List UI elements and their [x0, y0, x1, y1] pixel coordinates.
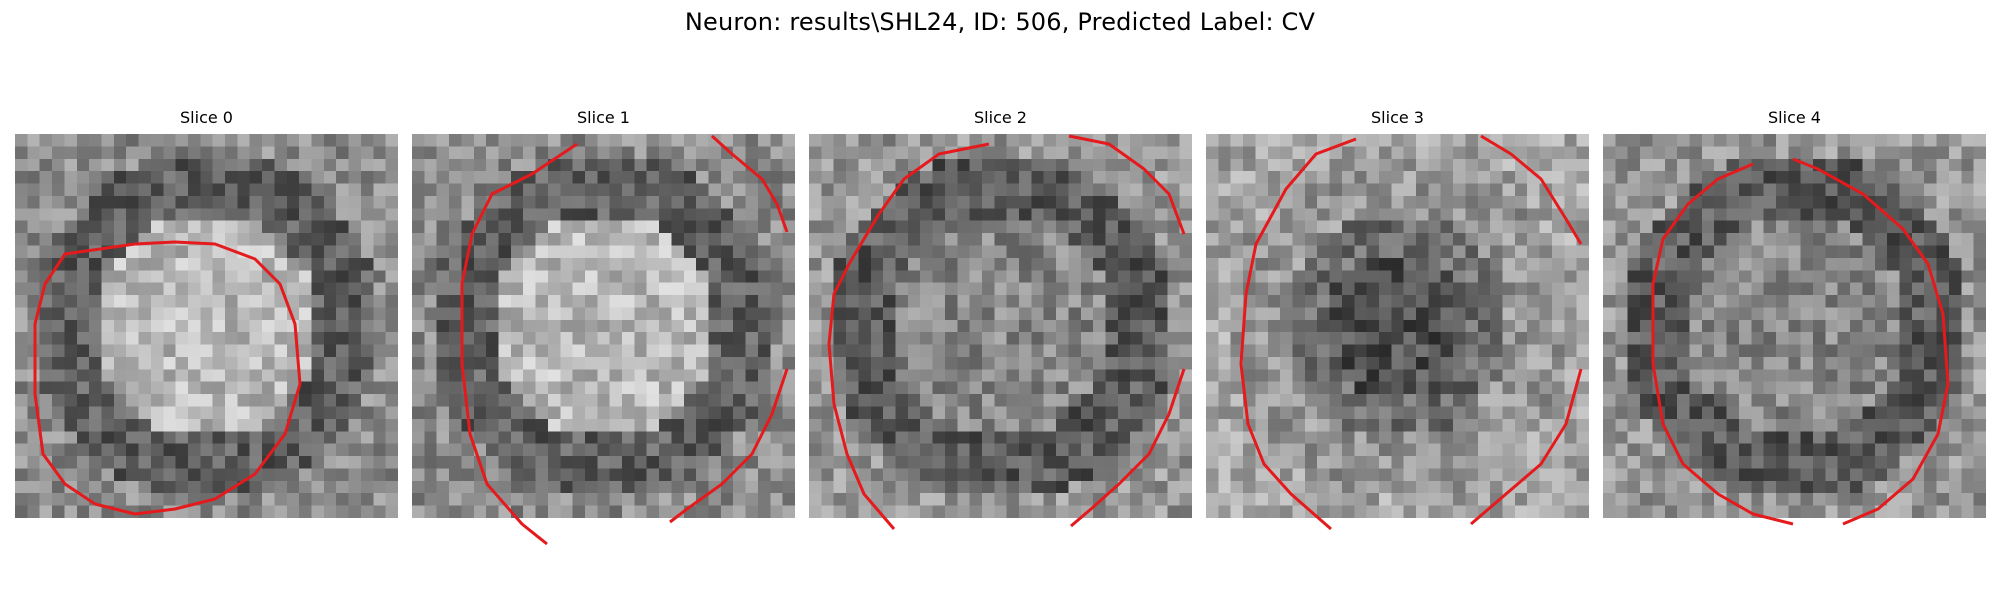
slice-image: [809, 134, 1192, 518]
roi-contour-segment: [710, 134, 789, 233]
roi-contour-segment: [1480, 134, 1583, 245]
slice-title: Slice 2: [974, 108, 1027, 127]
slice-panel-4: Slice 4: [1603, 108, 1986, 526]
figure-title: Neuron: results\SHL24, ID: 506, Predicte…: [684, 8, 1316, 36]
roi-contour-segment: [33, 240, 302, 516]
roi-contour-segment: [669, 368, 789, 524]
roi-contour-segment: [1651, 162, 1794, 526]
slice-panel-3: Slice 3: [1206, 108, 1589, 531]
slice-image: [1206, 134, 1589, 518]
roi-contour: [1239, 134, 1583, 531]
slice-title: Slice 3: [1371, 108, 1424, 127]
roi-contour-segment: [460, 142, 578, 546]
roi-contour-segment: [1239, 137, 1357, 531]
roi-contour: [460, 134, 789, 546]
roi-contour: [1651, 157, 1950, 526]
slice-title: Slice 1: [577, 108, 630, 127]
slice-title: Slice 4: [1768, 108, 1821, 127]
roi-contour: [33, 240, 302, 516]
slice-panel-0: Slice 0: [15, 108, 398, 520]
roi-contour-segment: [1792, 157, 1950, 526]
slice-title: Slice 0: [180, 108, 233, 127]
slice-image: [15, 134, 398, 518]
slice-panel-1: Slice 1: [412, 108, 795, 546]
slice-panel-2: Slice 2: [809, 108, 1192, 530]
roi-contour-segment: [1070, 368, 1186, 528]
roi-contour-segment: [827, 142, 990, 530]
roi-contour-segment: [1470, 368, 1583, 526]
roi-contour: [827, 134, 1186, 530]
slice-image: [1603, 134, 1986, 518]
roi-contour-segment: [1068, 134, 1186, 235]
